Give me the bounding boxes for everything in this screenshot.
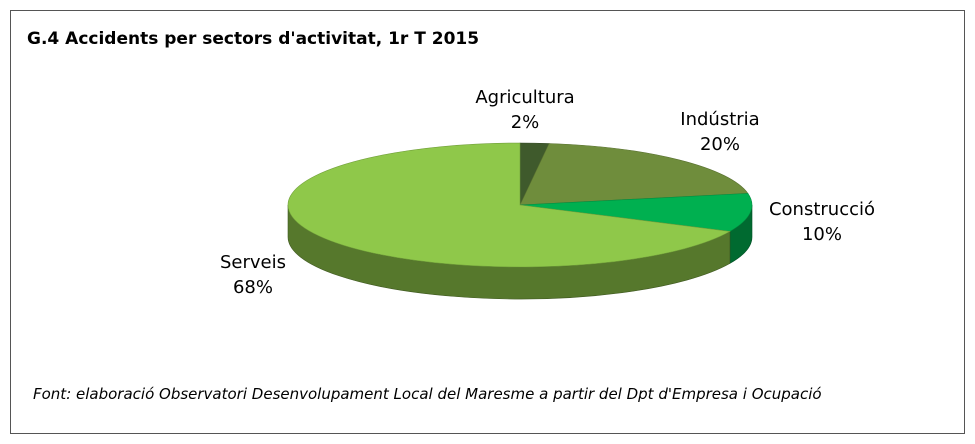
source-note: Font: elaboració Observatori Desenvolupa…: [33, 385, 822, 403]
slice: [287, 142, 731, 268]
chart-frame: [10, 10, 965, 434]
slice: [519, 193, 753, 232]
slice-label: Construcció: [769, 199, 875, 220]
slice-value-label: 10%: [802, 224, 842, 245]
slice-label: Serveis: [220, 252, 286, 273]
chart-title: G.4 Accidents per sectors d'activitat, 1…: [27, 29, 479, 49]
slice-label: Indústria: [680, 109, 759, 130]
slice-value-label: 68%: [233, 277, 273, 298]
slice-label: Agricultura: [475, 87, 574, 108]
slice-value-label: 20%: [700, 134, 740, 155]
slice-value-label: 2%: [511, 112, 540, 133]
slice: [519, 143, 749, 206]
